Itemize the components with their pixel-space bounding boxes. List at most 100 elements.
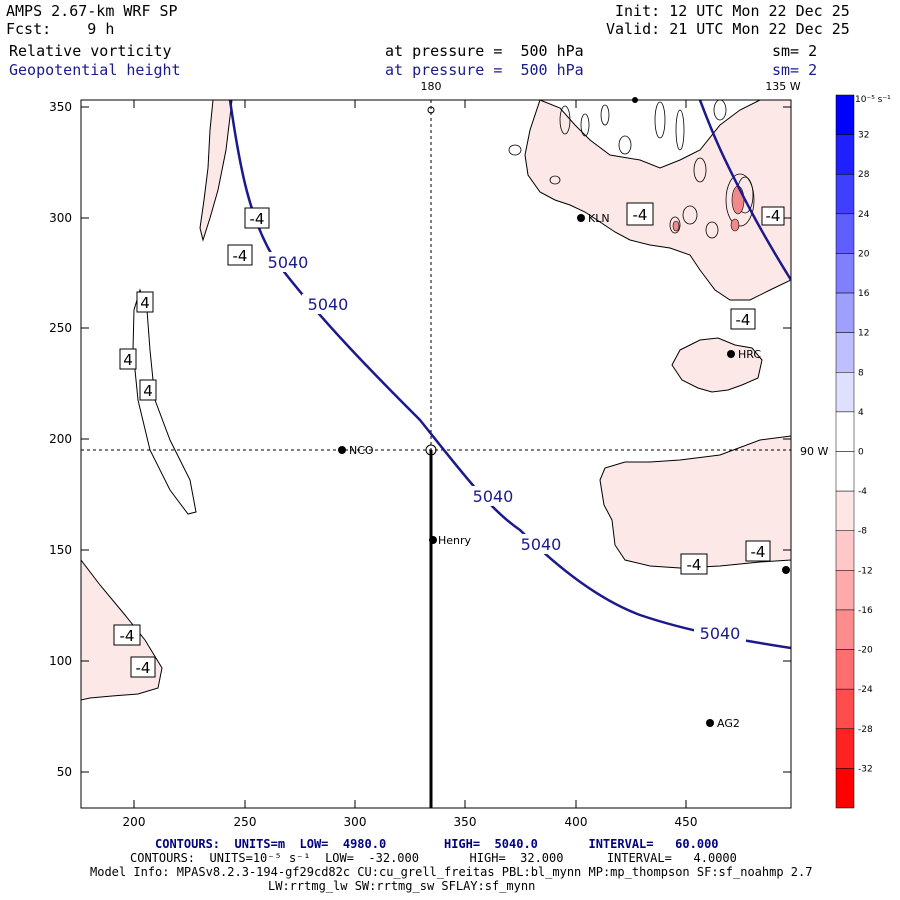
colorbar-units: 10⁻⁵ s⁻¹ [855, 95, 891, 105]
vorticity-area-east-center [671, 337, 763, 393]
footer-model-info-2: LW:rrtmg_lw SW:rrtmg_sw SFLAY:sf_mynn [268, 879, 536, 893]
vorticity-positive-area [132, 288, 197, 515]
station-label: HRC [738, 348, 761, 361]
vorticity-negative-areas [81, 100, 791, 701]
station-henry: Henry [429, 534, 472, 547]
vorticity-label: -4 [736, 311, 751, 329]
colorbar-box [835, 253, 855, 294]
station-nco: NCO [338, 444, 374, 457]
x-tick-label: 350 [454, 815, 477, 829]
colorbar-box [835, 570, 855, 611]
vorticity-label: 4 [140, 294, 150, 312]
x-tick-label: 450 [675, 815, 698, 829]
colorbar-box [835, 213, 855, 254]
stations: KLN HRC NCO Henry AG2 [338, 97, 790, 730]
colorbar-box [835, 728, 855, 769]
parallel-label-90w: 90 W [800, 445, 828, 458]
field2-level: at pressure = 500 hPa [385, 61, 584, 79]
colorbar-tick-label: 24 [858, 210, 870, 220]
station-ag2: AG2 [706, 717, 740, 730]
valid-time: Valid: 21 UTC Mon 22 Dec 25 [606, 20, 850, 38]
station-unlabeled-east [782, 566, 790, 574]
y-tick-label: 200 [49, 432, 72, 446]
x-tick-labels: 200 250 300 350 400 450 [123, 815, 698, 829]
vorticity-label: -4 [687, 556, 702, 574]
colorbar-box [835, 134, 855, 175]
height-label: 5040 [308, 295, 349, 314]
vorticity-area-southeast [599, 435, 791, 569]
south-pole-marker [425, 444, 437, 456]
field2-name: Geopotential height [9, 61, 181, 79]
colorbar-tick-label: -12 [858, 566, 873, 576]
height-label: 5040 [268, 253, 309, 272]
colorbar-tick-label: 12 [858, 329, 869, 339]
vorticity-label: -4 [250, 210, 265, 228]
station-unlabeled-north [632, 97, 638, 103]
height-contour-west [228, 100, 791, 650]
vorticity-label: -4 [766, 207, 781, 225]
vorticity-label: 4 [123, 351, 133, 369]
station-hrc: HRC [727, 348, 761, 361]
meridian-label-180: 180 [421, 80, 442, 93]
x-tick-label: 300 [344, 815, 367, 829]
colorbar-box [835, 530, 855, 571]
station-label: Henry [438, 534, 472, 547]
station-label: KLN [588, 212, 610, 225]
field1-level: at pressure = 500 hPa [385, 42, 584, 60]
colorbar-tick-labels: 32 28 24 20 16 12 8 4 0 -4 -8 -12 -16 -20 -24 -28 -32 [858, 131, 873, 775]
height-label: 5040 [521, 535, 562, 554]
height-label: 5040 [473, 487, 514, 506]
field1-smoothing: sm= 2 [772, 42, 818, 60]
field1-name: Relative vorticity [9, 42, 172, 60]
footer-model-info: Model Info: MPASv8.2.3-194-gf29cd82c CU:… [90, 865, 813, 879]
height-labels: 5040 5040 5040 5040 5040 [262, 252, 746, 643]
colorbar-box [835, 451, 855, 492]
colorbar-box [835, 94, 855, 135]
colorbar-tick-label: -28 [858, 725, 873, 735]
colorbar-tick-label: -32 [858, 764, 873, 774]
colorbar-tick-label: 8 [858, 368, 864, 378]
height-contour-northeast [698, 100, 791, 281]
colorbar-tick-label: -4 [858, 487, 867, 497]
colorbar-box [835, 649, 855, 690]
station-label: AG2 [717, 717, 740, 730]
y-tick-label: 300 [49, 211, 72, 225]
colorbar-tick-label: 20 [858, 249, 870, 259]
colorbar-box [835, 332, 855, 373]
y-tick-label: 100 [49, 654, 72, 668]
plot-area [81, 100, 791, 808]
vorticity-label: -4 [136, 659, 151, 677]
colorbar-tick-label: -20 [858, 646, 873, 656]
footer-contours-vorticity: CONTOURS: UNITS=10⁻⁵ s⁻¹ LOW= -32.000 HI… [130, 851, 737, 865]
plot-frame [80, 99, 792, 809]
colorbar-box [835, 372, 855, 413]
station-kln: KLN [577, 212, 610, 225]
vorticity-label: -4 [120, 627, 135, 645]
vorticity-label: 4 [143, 382, 153, 400]
vorticity-label: -4 [633, 206, 648, 224]
x-tick-label: 200 [123, 815, 146, 829]
vorticity-eddies [508, 100, 755, 239]
y-tick-labels: 350 300 250 200 150 100 50 [49, 100, 72, 779]
colorbar-box [835, 173, 855, 215]
colorbar-tick-label: -8 [858, 527, 867, 537]
colorbar-box [835, 490, 855, 531]
x-tick-label: 400 [565, 815, 588, 829]
x-tick-label: 250 [234, 815, 257, 829]
height-label: 5040 [700, 624, 741, 643]
vorticity-area-northwest [199, 100, 233, 242]
pole-circle-marker [427, 106, 435, 114]
station-label: NCO [349, 444, 374, 457]
init-time: Init: 12 UTC Mon 22 Dec 25 [615, 2, 850, 20]
colorbar-box [835, 411, 855, 452]
vorticity-label: -4 [751, 543, 766, 561]
field2-smoothing: sm= 2 [772, 61, 818, 79]
y-tick-label: 250 [49, 321, 72, 335]
y-tick-label: 150 [49, 543, 72, 557]
y-tick-label: 350 [49, 100, 72, 114]
vorticity-labels: -4 -4 4 4 4 -4 -4 -4 -4 -4 -4 -4 [113, 202, 785, 678]
vorticity-label: -4 [233, 247, 248, 265]
colorbar-tick-label: -24 [858, 685, 873, 695]
colorbar-tick-label: 4 [858, 408, 864, 418]
colorbar-boxes [835, 94, 855, 809]
